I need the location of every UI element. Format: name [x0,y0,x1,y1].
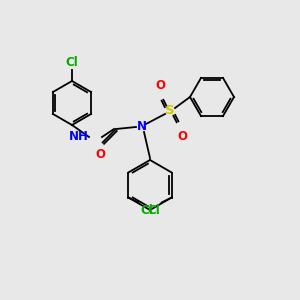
Text: N: N [137,121,147,134]
Text: Cl: Cl [147,205,160,218]
Text: Cl: Cl [140,205,153,218]
Text: S: S [165,104,175,118]
Text: O: O [177,130,187,143]
Text: O: O [155,79,165,92]
Text: NH: NH [69,130,89,143]
Text: Cl: Cl [66,56,78,69]
Text: O: O [95,148,105,161]
